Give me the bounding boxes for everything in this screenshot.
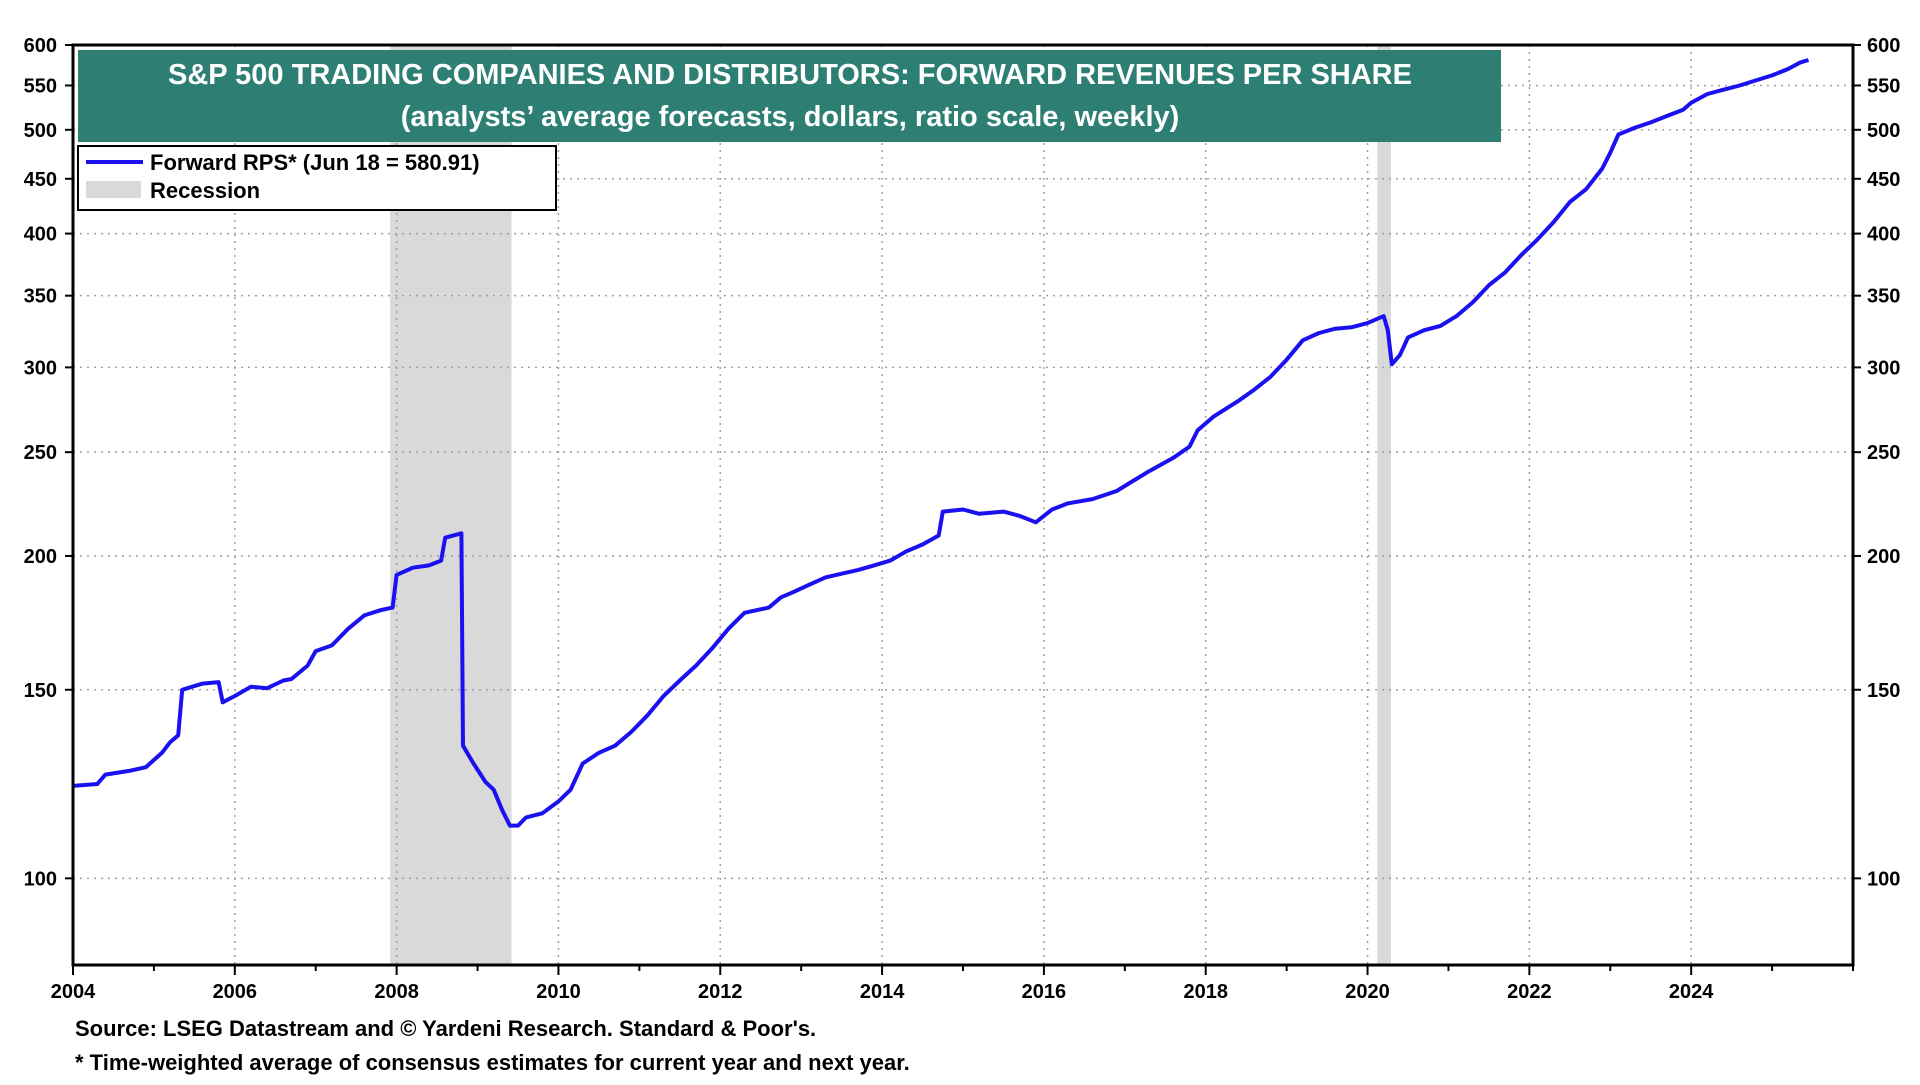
y-tick-label-left-600: 600 (24, 35, 57, 57)
y-tick-label-left-450: 450 (24, 169, 57, 191)
series-layer (72, 58, 1810, 828)
y-tick-label-left-500: 500 (24, 120, 57, 142)
x-tick-label-2010: 2010 (536, 981, 581, 1003)
x-tick-label-2006: 2006 (213, 981, 258, 1003)
x-tick-label-2014: 2014 (860, 981, 905, 1003)
y-tick-label-left-550: 550 (24, 75, 57, 97)
y-tick-label-left-300: 300 (24, 357, 57, 379)
y-tick-label-left-400: 400 (24, 224, 57, 246)
y-tick-label-right-350: 350 (1867, 286, 1900, 308)
legend: Forward RPS* (Jun 18 = 580.91) Recession (77, 145, 557, 211)
footnote-source: Source: LSEG Datastream and © Yardeni Re… (75, 1016, 816, 1041)
y-tick-label-right-200: 200 (1867, 546, 1900, 568)
y-tick-label-right-550: 550 (1867, 75, 1900, 97)
y-tick-label-left-200: 200 (24, 546, 57, 568)
chart-subtitle: (analysts’ average forecasts, dollars, r… (401, 101, 1180, 133)
tick-layer: 2004 2006 2008 2010 2012 2014 2016 2018 2020 2022… (24, 35, 1901, 1003)
y-tick-label-left-250: 250 (24, 442, 57, 464)
x-tick-label-2004: 2004 (51, 981, 96, 1003)
x-tick-label-2008: 2008 (374, 981, 419, 1003)
y-tick-label-right-150: 150 (1867, 680, 1900, 702)
x-tick-label-2012: 2012 (698, 981, 743, 1003)
y-tick-label-right-250: 250 (1867, 442, 1900, 464)
x-tick-label-2020: 2020 (1345, 981, 1390, 1003)
series-line-forward-rps (72, 58, 1810, 828)
recession-band-2 (1377, 45, 1392, 965)
footnote-note: * Time-weighted average of consensus est… (75, 1050, 910, 1075)
x-tick-label-2018: 2018 (1183, 981, 1228, 1003)
title-background (78, 50, 1501, 142)
y-tick-label-left-350: 350 (24, 286, 57, 308)
y-tick-label-right-100: 100 (1867, 868, 1900, 890)
x-tick-label-2022: 2022 (1507, 981, 1552, 1003)
legend-label-recession: Recession (150, 178, 260, 203)
y-tick-label-left-150: 150 (24, 680, 57, 702)
y-tick-label-left-100: 100 (24, 868, 57, 890)
chart-title: S&P 500 TRADING COMPANIES AND DISTRIBUTO… (168, 59, 1412, 91)
legend-recession-swatch (86, 181, 141, 198)
y-tick-label-right-400: 400 (1867, 224, 1900, 246)
x-tick-label-2024: 2024 (1669, 981, 1714, 1003)
title-box: S&P 500 TRADING COMPANIES AND DISTRIBUTO… (78, 50, 1501, 142)
legend-box (77, 145, 557, 211)
y-tick-label-right-500: 500 (1867, 120, 1900, 142)
y-tick-label-right-600: 600 (1867, 35, 1900, 57)
legend-label-forward-rps: Forward RPS* (Jun 18 = 580.91) (150, 150, 480, 175)
x-tick-label-2016: 2016 (1022, 981, 1067, 1003)
y-tick-label-right-450: 450 (1867, 169, 1900, 191)
y-tick-label-right-300: 300 (1867, 357, 1900, 379)
